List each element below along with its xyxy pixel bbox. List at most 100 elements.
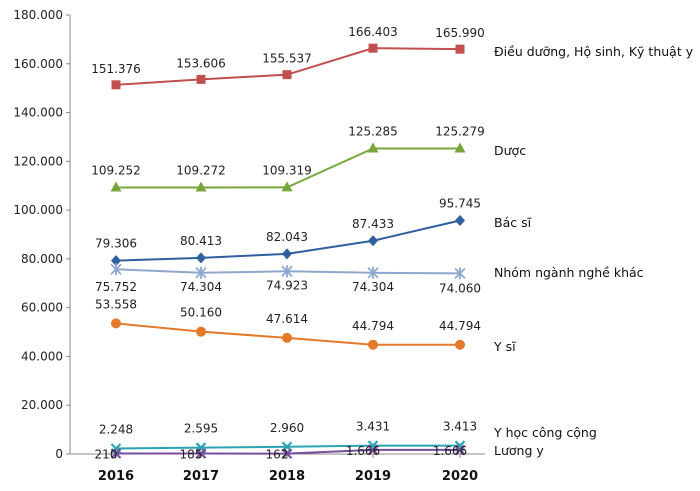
y-tick-label: 160.000	[13, 57, 63, 71]
data-point	[367, 142, 379, 153]
series-name-label: Bác sĩ	[494, 215, 532, 230]
series-name-label: Nhóm ngành nghề khác	[494, 265, 644, 280]
data-point	[195, 266, 207, 279]
y-tick-label: 60.000	[21, 301, 63, 315]
data-label: 185	[180, 448, 203, 462]
data-label: 155.537	[262, 52, 312, 66]
data-point	[281, 265, 293, 278]
series-1	[110, 142, 466, 192]
data-label: 151.376	[91, 62, 141, 76]
y-tick-label: 20.000	[21, 398, 63, 412]
data-label: 125.285	[348, 124, 398, 138]
series-2	[111, 214, 465, 267]
data-label: 87.433	[352, 217, 394, 231]
y-tick-label: 40.000	[21, 349, 63, 363]
y-tick-label: 0	[55, 447, 63, 461]
data-point	[282, 332, 292, 343]
data-point	[281, 448, 293, 459]
data-point	[368, 43, 378, 53]
data-label: 162	[266, 448, 289, 462]
series-labels: Điều dưỡng, Hộ sinh, Kỹ thuật y Dược Bác s…	[493, 44, 694, 458]
data-point	[196, 326, 206, 337]
data-point	[110, 263, 122, 276]
series-name-label: Dược	[494, 143, 526, 158]
data-point	[368, 235, 378, 247]
data-label: 3.431	[356, 420, 390, 434]
data-label: 109.319	[262, 163, 312, 177]
x-tick-label: 2016	[98, 469, 134, 484]
data-point	[455, 44, 465, 54]
data-label: 44.794	[439, 319, 481, 333]
y-axis-ticks: 0 20.000 40.000 60.000 80.000 100.000 120.000 1…	[13, 8, 70, 461]
data-point	[367, 444, 379, 456]
data-label: 79.306	[95, 237, 137, 251]
data-point	[196, 74, 206, 84]
x-tick-label: 2019	[355, 469, 391, 484]
data-point	[282, 248, 292, 260]
data-label: 153.606	[176, 56, 226, 70]
series-4	[111, 318, 465, 350]
data-label: 2.960	[270, 421, 304, 435]
x-tick-label: 2020	[442, 469, 478, 484]
data-label: 74.304	[352, 280, 394, 294]
y-tick-label: 80.000	[21, 252, 63, 266]
data-label: 2.248	[99, 423, 133, 437]
x-tick-label: 2018	[269, 469, 305, 484]
data-label: 50.160	[180, 306, 222, 320]
data-label: 80.413	[180, 234, 222, 248]
data-label: 44.794	[352, 319, 394, 333]
data-label: 82.043	[266, 230, 308, 244]
data-label: 1.666	[346, 444, 380, 458]
data-point	[454, 267, 466, 280]
data-label: 1.666	[433, 444, 467, 458]
data-label: 75.752	[95, 280, 137, 294]
data-point	[367, 266, 379, 279]
data-point	[281, 181, 293, 192]
data-point	[111, 255, 121, 267]
series-name-label: Điều dưỡng, Hộ sinh, Kỹ thuật y	[494, 44, 694, 59]
data-label: 74.304	[180, 280, 222, 294]
data-label: 2.595	[184, 422, 218, 436]
data-label: 109.252	[91, 164, 141, 178]
y-tick-label: 120.000	[13, 154, 63, 168]
data-label: 74.060	[439, 281, 481, 295]
data-label: 125.279	[435, 124, 485, 138]
data-point	[368, 339, 378, 350]
data-point	[196, 252, 206, 264]
data-point	[367, 440, 379, 451]
data-label: 210	[95, 447, 118, 461]
series-3	[110, 263, 466, 280]
data-point	[454, 142, 466, 153]
data-label: 95.745	[439, 196, 481, 210]
data-label: 109.272	[176, 163, 226, 177]
x-tick-label: 2017	[183, 469, 219, 484]
series-name-label: Y sĩ	[493, 339, 516, 354]
y-tick-label: 140.000	[13, 106, 63, 120]
data-point	[455, 339, 465, 350]
series-6	[110, 444, 466, 459]
data-label: 74.923	[266, 278, 308, 292]
data-label: 166.403	[348, 25, 398, 39]
data-point	[195, 448, 207, 459]
data-point	[111, 318, 121, 329]
series-name-label: Lương y	[494, 443, 544, 458]
data-point	[111, 80, 121, 90]
y-tick-label: 180.000	[13, 8, 63, 22]
data-label: 47.614	[266, 312, 308, 326]
chart-series	[110, 43, 466, 459]
series-name-label: Y học công cộng	[493, 425, 597, 440]
data-label: 3.413	[443, 420, 477, 434]
data-point	[195, 181, 207, 192]
data-label: 165.990	[435, 26, 485, 40]
data-point	[110, 181, 122, 192]
data-point	[454, 440, 466, 451]
data-point	[282, 70, 292, 80]
data-point	[454, 444, 466, 456]
data-labels: 151.376 153.606 155.537 166.403 165.990 109.2…	[91, 25, 485, 461]
y-tick-label: 100.000	[13, 203, 63, 217]
data-label: 53.558	[95, 297, 137, 311]
data-point	[110, 448, 122, 459]
series-0	[111, 43, 465, 90]
data-point	[455, 214, 465, 226]
